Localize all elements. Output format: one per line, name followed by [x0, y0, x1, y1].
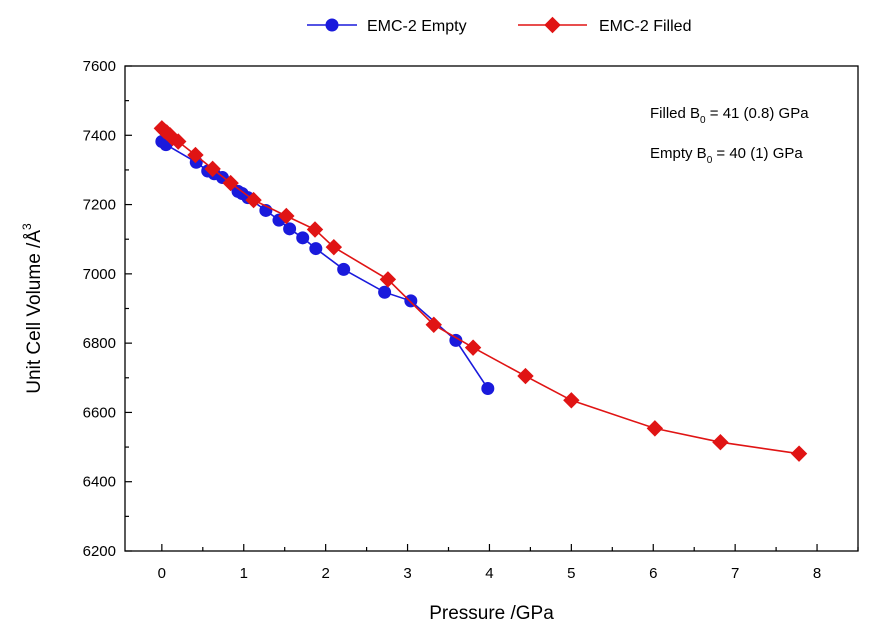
y-tick-label: 6400	[83, 474, 116, 491]
data-point	[337, 262, 351, 276]
data-point	[283, 222, 297, 236]
y-tick-label: 7000	[83, 266, 116, 283]
data-point	[464, 339, 482, 356]
annotation-prefix: Filled B	[650, 105, 700, 122]
series-line	[161, 127, 800, 455]
annotation-text: Empty B0 = 40 (1) GPa	[650, 145, 803, 166]
legend-marker	[544, 16, 561, 34]
annotation-text: Filled B0 = 41 (0.8) GPa	[650, 105, 809, 126]
annotation-prefix: Empty B	[650, 145, 707, 162]
annotation-suffix: = 40 (1) GPa	[712, 145, 803, 162]
series-0	[155, 135, 495, 396]
legend-marker	[325, 18, 339, 32]
data-point	[517, 367, 534, 385]
legend-label: EMC-2 Empty	[367, 18, 467, 35]
y-tick-label: 7400	[83, 127, 116, 144]
data-point	[404, 294, 418, 308]
data-point	[278, 207, 295, 225]
x-tick-label: 0	[158, 565, 166, 582]
data-point	[378, 285, 392, 299]
y-tick-label: 6800	[83, 335, 116, 352]
data-point	[309, 242, 323, 256]
y-tick-label: 7200	[83, 197, 116, 214]
data-point	[712, 434, 729, 451]
data-point	[790, 445, 808, 462]
y-axis-title-superscript: 3	[20, 223, 34, 230]
data-point	[563, 392, 580, 409]
y-axis-title-text: Unit Cell Volume /Å	[24, 230, 45, 394]
data-point	[646, 420, 664, 437]
legend: EMC-2 Empty EMC-2 Filled	[307, 16, 691, 35]
series-1	[153, 120, 808, 462]
x-tick-label: 1	[240, 565, 248, 582]
y-tick-label: 7600	[83, 58, 116, 75]
data-point	[481, 382, 495, 396]
data-point	[296, 231, 310, 245]
legend-item: EMC-2 Empty	[307, 18, 467, 35]
axes: 0 1 2 3 4 5 6 7 8 6200 6400 6600 6800 7000 7200 7400 760…	[83, 58, 859, 582]
annotation-suffix: = 41 (0.8) GPa	[706, 105, 810, 122]
annotation-subscript: 0	[700, 115, 706, 126]
x-tick-label: 6	[649, 565, 657, 582]
x-axis-title: Pressure /GPa	[429, 603, 554, 624]
x-tick-label: 4	[485, 565, 493, 582]
plot-area	[153, 120, 808, 462]
plot-frame	[124, 65, 859, 552]
data-point	[379, 271, 397, 288]
data-point	[170, 133, 187, 150]
data-point	[187, 146, 204, 164]
legend-item: EMC-2 Filled	[518, 16, 691, 35]
y-tick-label: 6600	[83, 404, 116, 421]
y-axis-title: Unit Cell Volume /Å3	[20, 223, 45, 394]
legend-label: EMC-2 Filled	[599, 18, 691, 35]
data-point	[306, 221, 324, 238]
data-point	[222, 174, 239, 192]
x-tick-label: 5	[567, 565, 575, 582]
data-point	[204, 160, 221, 178]
data-point	[325, 238, 343, 256]
x-tick-label: 2	[321, 565, 329, 582]
x-tick-label: 7	[731, 565, 739, 582]
x-tick-label: 8	[813, 565, 821, 582]
data-point	[245, 191, 262, 209]
data-point	[425, 316, 442, 333]
annotation-subscript: 0	[707, 155, 713, 166]
x-tick-label: 3	[403, 565, 411, 582]
y-tick-label: 6200	[83, 543, 116, 560]
